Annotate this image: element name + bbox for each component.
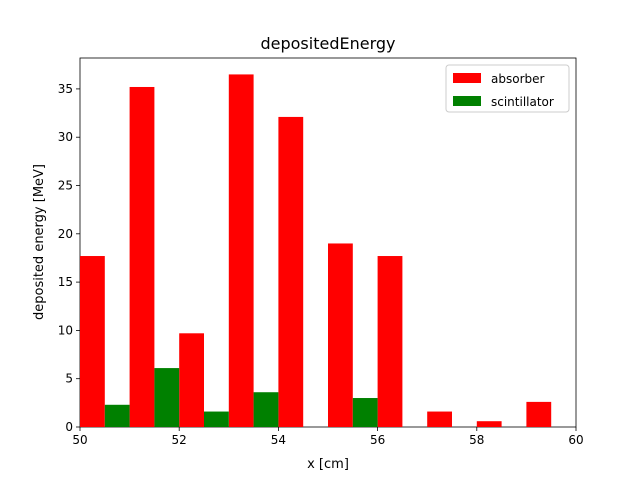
bar-absorber-8	[476, 421, 502, 427]
x-tick-label-56: 56	[370, 433, 385, 447]
y-tick-label-15: 15	[58, 275, 73, 289]
y-tick-label-35: 35	[58, 82, 73, 96]
bar-scintillator-1	[154, 368, 180, 427]
legend-swatch-absorber	[453, 73, 481, 83]
x-tick-label-58: 58	[469, 433, 484, 447]
bar-absorber-0	[80, 256, 105, 427]
bar-absorber-6	[377, 256, 403, 427]
legend-swatch-scintillator	[453, 96, 481, 106]
bar-absorber-9	[526, 401, 552, 427]
y-tick-label-30: 30	[58, 130, 73, 144]
y-tick-label-10: 10	[58, 323, 73, 337]
legend: absorber scintillator	[445, 64, 570, 113]
x-axis-label: x [cm]	[307, 457, 349, 472]
y-axis: 0 5 10 15 20 25 30 35	[58, 82, 80, 434]
bar-scintillator-0	[104, 404, 130, 427]
bar-scintillator-5	[352, 398, 378, 427]
chart-title: depositedEnergy	[260, 34, 395, 53]
y-axis-label: deposited energy [MeV]	[32, 164, 47, 320]
bar-absorber-3	[228, 74, 254, 427]
bar-absorber-2	[179, 333, 204, 427]
x-tick-label-50: 50	[72, 433, 87, 447]
y-tick-label-0: 0	[65, 420, 73, 434]
legend-label-absorber: absorber	[491, 72, 544, 86]
x-tick-label-60: 60	[568, 433, 583, 447]
y-tick-label-25: 25	[58, 179, 73, 193]
x-tick-label-52: 52	[172, 433, 187, 447]
bars-group	[80, 74, 552, 427]
bar-absorber-7	[427, 411, 452, 427]
bar-scintillator-2	[204, 411, 229, 427]
bar-absorber-5	[328, 243, 353, 427]
y-tick-label-20: 20	[58, 227, 73, 241]
bar-scintillator-3	[253, 392, 279, 427]
x-axis: 50 52 54 56 58 60	[72, 427, 584, 447]
x-tick-label-54: 54	[271, 433, 286, 447]
bar-absorber-1	[129, 86, 155, 427]
y-tick-label-5: 5	[65, 372, 73, 386]
legend-label-scintillator: scintillator	[491, 95, 554, 109]
bar-absorber-4	[278, 116, 304, 427]
